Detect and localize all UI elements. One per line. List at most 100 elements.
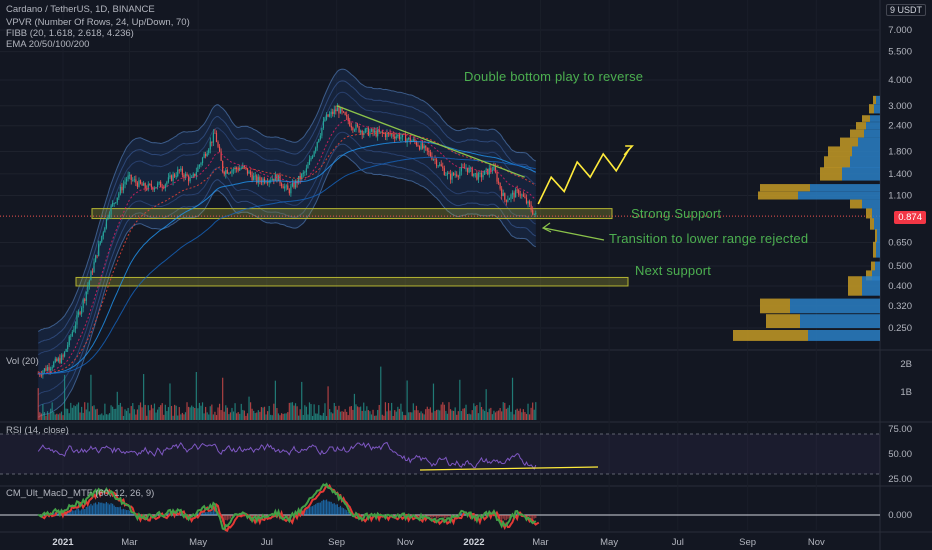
vp-bar-up [874, 218, 880, 230]
volume-bar [462, 408, 464, 420]
candle-body [273, 178, 275, 181]
volume-bar [91, 406, 94, 420]
currency-badge[interactable]: 9 USDT [885, 4, 926, 16]
macd-histogram-bar [304, 510, 306, 515]
time-tick-label: Jul [261, 537, 273, 548]
candle-body [110, 205, 112, 215]
candle-body [432, 159, 435, 160]
candle-body [76, 314, 78, 325]
macd-histogram-bar [446, 515, 449, 517]
candle-body [460, 166, 462, 172]
candle-body [256, 175, 258, 183]
volume-bar [87, 402, 89, 420]
macd-histogram-bar [91, 505, 94, 515]
vp-bar-up [872, 208, 880, 219]
indicator-vpvr[interactable]: VPVR (Number Of Rows, 24, Up/Down, 70) [6, 17, 190, 28]
candle-body [358, 126, 360, 133]
volume-bar [477, 413, 480, 420]
volume-bar [118, 404, 120, 420]
candle-body [468, 167, 470, 173]
volume-bar [231, 407, 233, 420]
volume-bar [488, 408, 490, 420]
volume-bar [291, 402, 294, 420]
volume-profile [733, 95, 880, 341]
volume-bar [449, 409, 452, 420]
volume-bar [349, 406, 351, 420]
volume-bar [98, 414, 100, 420]
volume-bar [533, 409, 535, 420]
candle-body [77, 312, 80, 315]
volume-bar [411, 412, 413, 420]
volume-bar [463, 408, 466, 420]
candle-body [215, 133, 218, 142]
candle-body [254, 175, 256, 177]
vp-bar-down [824, 156, 850, 168]
macd-histogram-bar [225, 515, 227, 521]
candle-body [465, 168, 467, 169]
volume-bar [146, 415, 148, 420]
volume-bar [327, 386, 329, 420]
candle-body [177, 169, 179, 177]
volume-bar [502, 402, 504, 420]
volume-bar [50, 408, 52, 420]
volume-bar [451, 410, 453, 420]
candle-body [324, 119, 326, 122]
volume-bar [437, 409, 439, 420]
vp-bar-up [862, 199, 880, 209]
ema-line [38, 156, 536, 375]
macd-histogram-bar [426, 515, 428, 517]
volume-bar [70, 402, 72, 420]
macd-histogram-bar [496, 515, 498, 518]
candle-body [236, 167, 238, 170]
candle-body [282, 186, 284, 189]
volume-bar [260, 407, 263, 420]
candle-body [242, 165, 244, 169]
vp-bar-up [810, 184, 880, 192]
macd-histogram-bar [318, 502, 320, 515]
volume-bar [60, 411, 63, 420]
rsi-pane-label[interactable]: RSI (14, close) [6, 425, 69, 436]
volume-bar [51, 402, 53, 420]
candle-body [350, 126, 352, 128]
candle-body [201, 157, 204, 163]
volume-bar [73, 405, 75, 420]
macd-histogram-bar [327, 501, 329, 515]
volume-bar [101, 413, 103, 420]
macd-histogram-bar [339, 505, 342, 515]
vp-bar-down [866, 270, 872, 281]
candle-body [308, 159, 311, 165]
candle-body [135, 179, 137, 183]
macd-histogram-bar [332, 503, 334, 515]
price-tick-label: 3.000 [888, 101, 912, 112]
candle-body [530, 204, 532, 211]
candle-body [522, 194, 524, 197]
macd-histogram-bar [349, 513, 351, 515]
volume-bar [521, 412, 523, 420]
vp-bar-down [760, 184, 810, 192]
candle-body [310, 157, 312, 160]
volume-bar [315, 413, 317, 420]
volume-bar [79, 412, 81, 420]
macd-histogram-bar [201, 511, 204, 515]
candle-body [491, 170, 493, 171]
candle-body [81, 307, 83, 314]
candle-body [417, 145, 419, 147]
candle-body [428, 150, 430, 153]
macd-histogram-bar [197, 512, 199, 515]
indicator-ema[interactable]: EMA 20/50/100/200 [6, 39, 90, 50]
macd-histogram-bar [96, 504, 98, 515]
macd-pane-label[interactable]: CM_Ult_MacD_MTF (60, 12, 26, 9) [6, 488, 155, 499]
indicator-fibb[interactable]: FIBB (20, 1.618, 2.618, 4.236) [6, 28, 134, 39]
rsi-tick-label: 75.00 [888, 424, 912, 435]
candle-body [220, 151, 222, 161]
volume-bar [285, 413, 287, 420]
candle-body [532, 210, 534, 215]
volume-bar [71, 407, 73, 420]
volume-bar [335, 406, 337, 420]
macd-histogram-bar [189, 515, 191, 516]
macd-histogram-bar [263, 515, 266, 517]
candle-body [274, 174, 276, 181]
volume-pane-label[interactable]: Vol (20) [6, 356, 39, 367]
macd-histogram-bar [437, 515, 439, 518]
